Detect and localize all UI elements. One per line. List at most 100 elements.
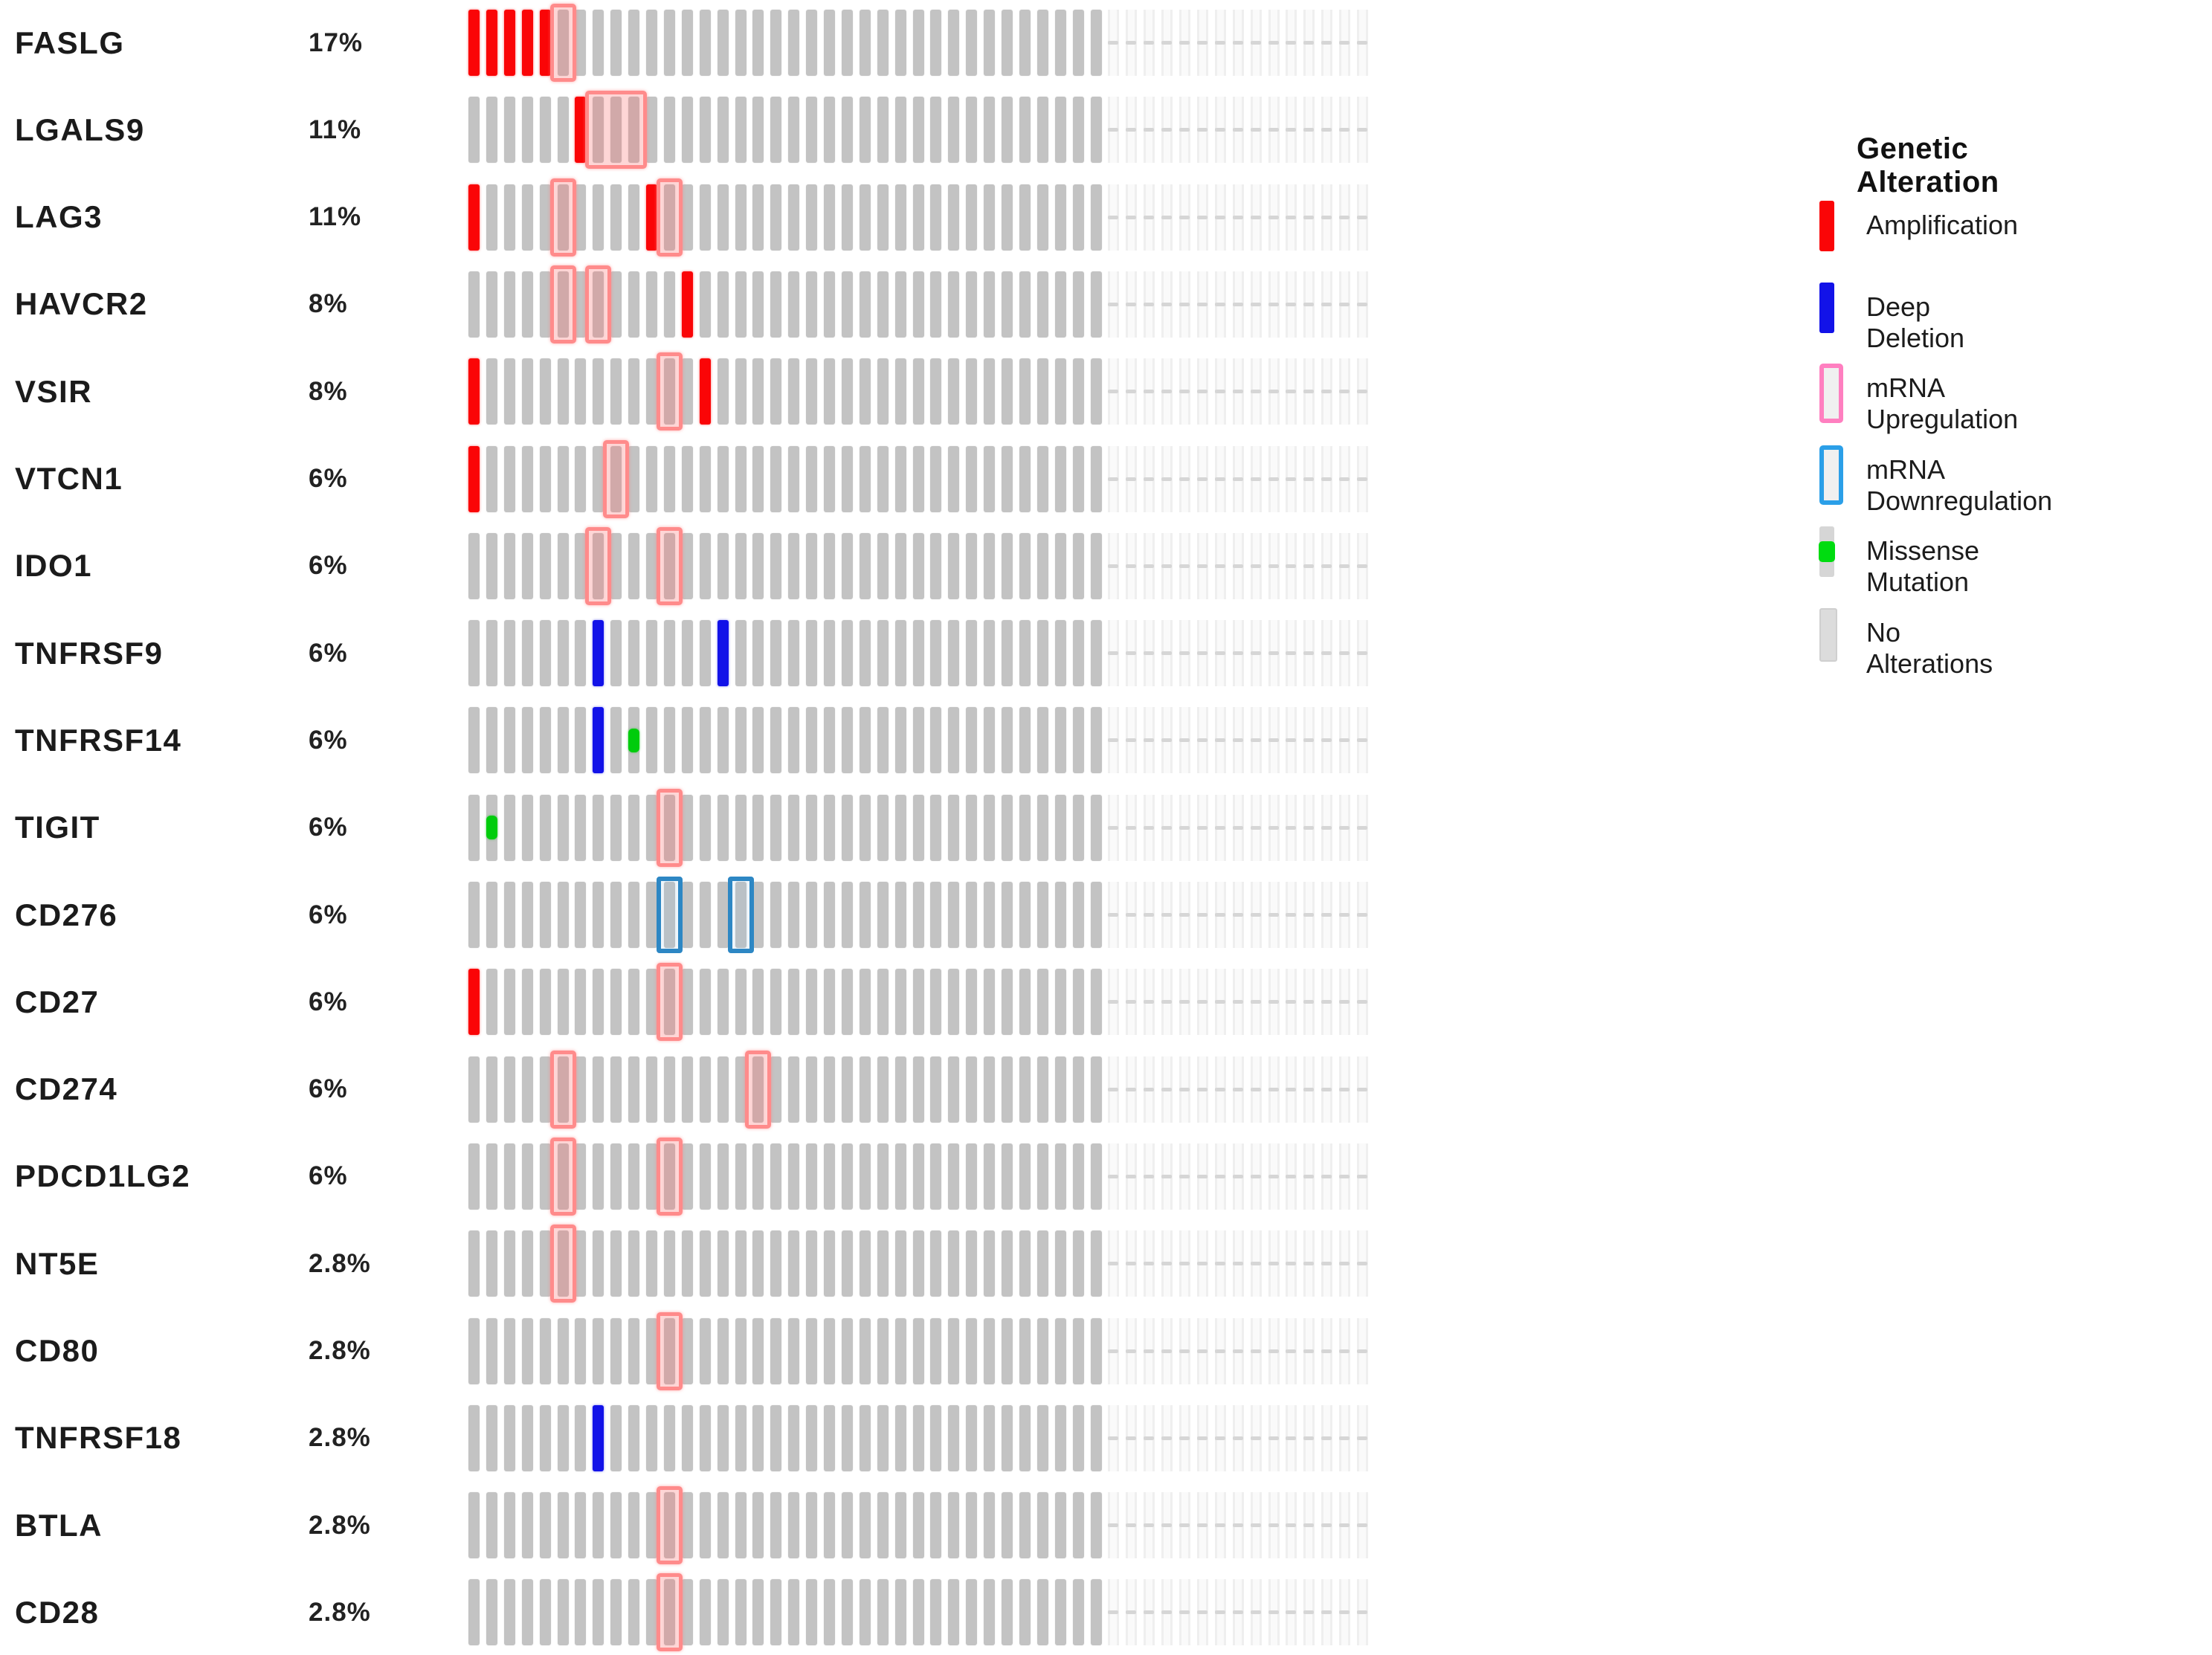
not-profiled-dash (1303, 825, 1315, 830)
not-profiled-dash (1321, 302, 1332, 306)
sample-bar-no-alteration (593, 532, 604, 599)
sample-bar-no-alteration (681, 882, 693, 948)
not-profiled-dash (1232, 651, 1243, 656)
sample-bar-no-alteration (610, 969, 622, 1036)
sample-bar-no-alteration (1036, 1579, 1048, 1646)
sample-bar-no-alteration (770, 532, 782, 599)
sample-bar-no-alteration (770, 271, 782, 338)
sample-bar-no-alteration (593, 794, 604, 861)
sample-bar-no-alteration (628, 620, 640, 687)
not-profiled-dash (1179, 913, 1190, 917)
sample-bar-no-alteration (912, 1579, 924, 1646)
sample-bar-no-alteration (984, 1230, 996, 1297)
sample-bar-no-alteration (894, 1317, 906, 1384)
sample-bar-no-alteration (575, 271, 587, 338)
sample-bar-no-alteration (1072, 1317, 1084, 1384)
sample-bar-no-alteration (788, 1317, 800, 1384)
sample-bar-no-alteration (1072, 707, 1084, 774)
sample-bar-no-alteration (628, 184, 640, 251)
sample-bar-no-alteration (1002, 1143, 1013, 1210)
not-profiled-dash (1161, 1174, 1173, 1178)
sample-bar-no-alteration (877, 10, 889, 76)
not-profiled-dash (1268, 1349, 1279, 1353)
sample-bar-no-alteration (984, 1579, 996, 1646)
sample-bar-no-alteration (824, 1143, 835, 1210)
legend-label-amp: Amplification (1866, 210, 2019, 240)
oncoprint-row: CD276 6% (0, 877, 2212, 953)
not-profiled-dash (1232, 1523, 1243, 1528)
sample-bar-no-alteration (717, 445, 729, 512)
sample-bar-no-alteration (948, 184, 960, 251)
not-profiled-dash (1303, 302, 1315, 306)
sample-bar-no-alteration (593, 445, 604, 512)
not-profiled-dash (1286, 825, 1297, 830)
not-profiled-dash (1357, 651, 1367, 656)
not-profiled-dash (1321, 564, 1332, 568)
not-profiled-dash (1161, 1262, 1173, 1266)
sample-bar-no-alteration (1036, 1230, 1048, 1297)
sample-bar-no-alteration (752, 1579, 764, 1646)
sample-bar-no-alteration (681, 1230, 693, 1297)
gene-label: PDCD1LG2 (15, 1158, 191, 1194)
sample-bar-no-alteration (539, 1317, 551, 1384)
sample-bar-no-alteration (1072, 1056, 1084, 1123)
sample-bar-no-alteration (948, 882, 960, 948)
not-profiled-dash (1214, 302, 1225, 306)
sample-bar-no-alteration (735, 1230, 747, 1297)
sample-bar-no-alteration (770, 1579, 782, 1646)
sample-bar-no-alteration (948, 271, 960, 338)
sample-bar-no-alteration (646, 707, 657, 774)
not-profiled-dash (1196, 1349, 1207, 1353)
gene-alteration-frequency: 6% (309, 638, 348, 668)
gene-alteration-frequency: 6% (309, 725, 348, 755)
sample-bar-no-alteration (1090, 1143, 1102, 1210)
sample-bar-no-alteration (681, 10, 693, 76)
sample-bar-no-alteration (717, 1056, 729, 1123)
not-profiled-dash (1144, 1000, 1155, 1004)
sample-bar-no-alteration (1002, 1317, 1013, 1384)
sample-bar-no-alteration (539, 707, 551, 774)
sample-bar-no-alteration (557, 10, 569, 76)
sample-bar-no-alteration (806, 532, 818, 599)
sample-bar-no-alteration (788, 184, 800, 251)
sample-bar-no-alteration (788, 1404, 800, 1471)
not-profiled-dash (1321, 1610, 1332, 1615)
sample-bar-no-alteration (806, 1579, 818, 1646)
sample-bar-no-alteration (1036, 1056, 1048, 1123)
not-profiled-dash (1144, 1174, 1155, 1178)
sample-bar-no-alteration (930, 1230, 942, 1297)
gene-alteration-frequency: 11% (309, 114, 362, 144)
sample-bar-no-alteration (1036, 969, 1048, 1036)
oncoprint-row: TIGIT 6% (0, 788, 2212, 867)
not-profiled-dash (1126, 41, 1137, 45)
sample-bar-no-alteration (681, 707, 693, 774)
not-profiled-dash (1303, 477, 1315, 481)
gene-label: LAG3 (15, 199, 103, 235)
sample-bar-no-alteration (628, 1317, 640, 1384)
sample-bar-no-alteration (1036, 1143, 1048, 1210)
mrna-upregulation-overlay (549, 1050, 576, 1129)
not-profiled-dash (1144, 41, 1155, 45)
sample-bar-no-alteration (521, 184, 533, 251)
sample-bar-no-alteration (521, 1317, 533, 1384)
sample-bar-no-alteration (646, 1404, 657, 1471)
not-profiled-dash (1196, 1000, 1207, 1004)
sample-bar-no-alteration (717, 882, 729, 948)
sample-bar-no-alteration (1054, 882, 1066, 948)
sample-bar-no-alteration (859, 707, 871, 774)
not-profiled-dash (1232, 1174, 1243, 1178)
sample-bar-no-alteration (610, 445, 622, 512)
sample-bar-no-alteration (1072, 1579, 1084, 1646)
not-profiled-dash (1196, 1610, 1207, 1615)
sample-bar-no-alteration (1002, 184, 1013, 251)
sample-bar-no-alteration (610, 1492, 622, 1559)
sample-bar-no-alteration (984, 620, 996, 687)
sample-bar-no-alteration (1090, 271, 1102, 338)
sample-bar-no-alteration (948, 794, 960, 861)
not-profiled-dash (1339, 215, 1350, 219)
sample-bar-no-alteration (1002, 1404, 1013, 1471)
sample-bar-no-alteration (1036, 1404, 1048, 1471)
not-profiled-dash (1321, 41, 1332, 45)
sample-bar-no-alteration (859, 184, 871, 251)
not-profiled-dash (1108, 390, 1119, 394)
